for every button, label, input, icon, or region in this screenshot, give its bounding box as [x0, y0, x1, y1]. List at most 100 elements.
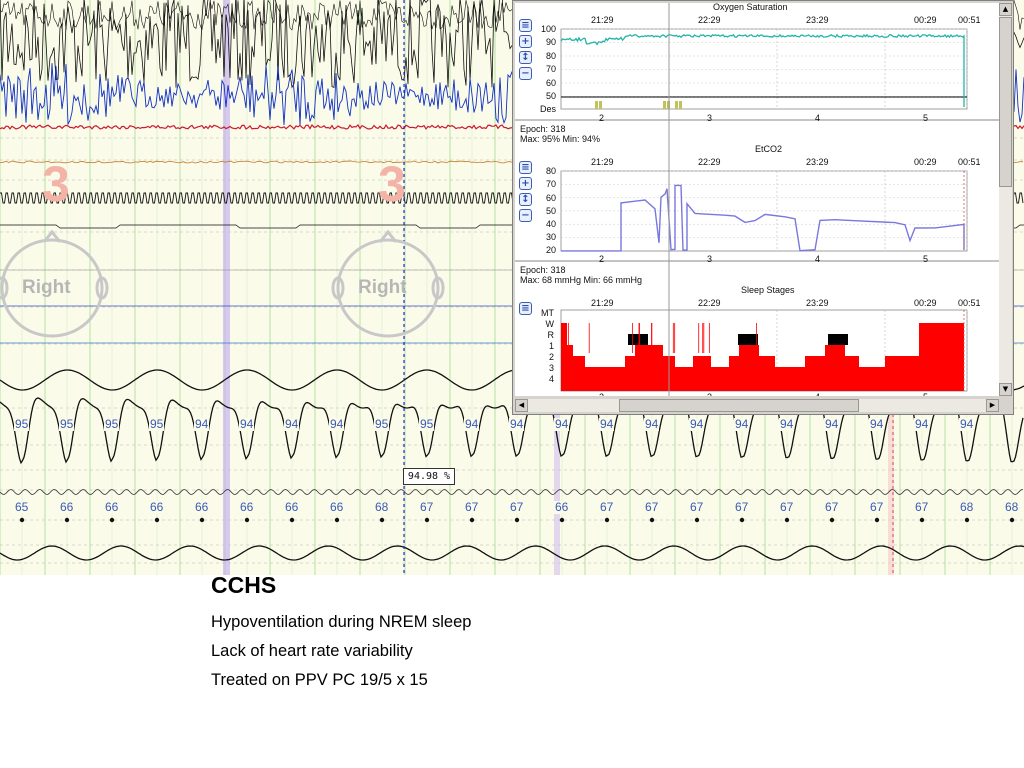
fit-icon[interactable]: ↕: [519, 51, 532, 64]
stage-bar: [739, 345, 759, 391]
spo2-tick: 50: [545, 91, 556, 101]
stage-bar: [759, 356, 775, 391]
scroll-down-icon[interactable]: ▼: [999, 383, 1012, 396]
hr-dot: [469, 517, 475, 523]
spo2-value-label: 94: [824, 417, 840, 431]
hr-dot: [289, 517, 295, 523]
fit-icon[interactable]: ↕: [519, 193, 532, 206]
head-position-label-left: Right: [22, 277, 71, 298]
scroll-right-icon[interactable]: ▶: [986, 399, 999, 412]
stages-tick: 1: [548, 341, 554, 351]
spo2-value-label: 95: [104, 417, 120, 431]
hr-dot: [379, 517, 385, 523]
hr-value-label: 67: [644, 500, 660, 514]
cursor-readout: 94.98 %: [403, 468, 455, 485]
hr-value-label: 67: [509, 500, 525, 514]
etco2-time-3: 23:29: [806, 157, 829, 167]
spo2-time-4: 00:29: [914, 15, 937, 25]
etco2-tick: 70: [545, 179, 556, 189]
stage-bar: [825, 345, 845, 391]
spo2-epoch-label: 3: [707, 113, 713, 123]
stage-bar: [859, 367, 885, 391]
hr-value-label: 66: [284, 500, 300, 514]
etco2-minmax-info: Max: 68 mmHg Min: 66 mmHg: [520, 275, 643, 285]
spo2-epoch-label: 2: [599, 113, 605, 123]
etco2-title: EtCO2: [755, 144, 783, 154]
spo2-epoch-label: 4: [815, 113, 821, 123]
zoom-out-icon[interactable]: −: [519, 67, 532, 80]
stages-time-2: 22:29: [698, 298, 721, 308]
hr-dot: [424, 517, 430, 523]
etco2-trend-line: [561, 184, 965, 252]
hr-value-label: 66: [59, 500, 75, 514]
hr-dot: [694, 517, 700, 523]
stages-time-1: 21:29: [591, 298, 614, 308]
trend-plot-area: Oxygen Saturation 21:29 22:29 23:29 00:2…: [515, 3, 999, 396]
spo2-tick: 90: [545, 37, 556, 47]
hr-dot: [64, 517, 70, 523]
hr-value-label: 66: [239, 500, 255, 514]
horizontal-scrollbar[interactable]: ◀ ▶: [515, 399, 999, 412]
spo2-value-label: 94: [329, 417, 345, 431]
stages-tick: 3: [548, 363, 554, 373]
vertical-scrollbar[interactable]: ▲ ▼: [999, 3, 1012, 396]
scroll-left-icon[interactable]: ◀: [515, 399, 528, 412]
hr-dot: [604, 517, 610, 523]
etco2-tick: 50: [545, 206, 556, 216]
hr-value-label: 68: [959, 500, 975, 514]
vertical-scroll-thumb[interactable]: [999, 17, 1012, 187]
bullet-hypoventilation: Hypoventilation during NREM sleep: [211, 613, 472, 631]
spo2-tick: 100: [540, 24, 556, 34]
hr-trace: [0, 489, 1024, 495]
stages-title: Sleep Stages: [741, 285, 795, 295]
spo2-title: Oxygen Saturation: [713, 3, 788, 12]
hr-dot: [334, 517, 340, 523]
head-position-icon: [378, 229, 398, 243]
spo2-value-label: 94: [734, 417, 750, 431]
menu-icon[interactable]: ≡: [519, 19, 532, 32]
spo2-value-label: 94: [869, 417, 885, 431]
stage-bar: [785, 367, 805, 391]
stages-tick: 2: [548, 352, 554, 362]
menu-icon[interactable]: ≡: [519, 161, 532, 174]
hr-value-label: 66: [149, 500, 165, 514]
stages-tick: MT: [541, 308, 554, 318]
horizontal-scroll-thumb[interactable]: [619, 399, 859, 412]
zoom-in-icon[interactable]: +: [519, 35, 532, 48]
hr-value-label: 67: [734, 500, 750, 514]
etco2-time-1: 21:29: [591, 157, 614, 167]
spo2-value-label: 94: [779, 417, 795, 431]
menu-icon[interactable]: ≡: [519, 302, 532, 315]
hr-value-label: 65: [14, 500, 30, 514]
hr-value-label: 67: [869, 500, 885, 514]
desat-marker: [675, 101, 678, 109]
resp-trace-2: [0, 545, 1024, 561]
spo2-minmax-info: Max: 95% Min: 94%: [520, 134, 601, 144]
epoch-marker-left: 3: [42, 156, 70, 212]
hr-value-label: 66: [329, 500, 345, 514]
hr-value-label: 66: [104, 500, 120, 514]
hr-value-label: 67: [779, 500, 795, 514]
spo2-time-1: 21:29: [591, 15, 614, 25]
etco2-tick: 40: [545, 219, 556, 229]
etco2-epoch-label: 3: [707, 254, 713, 264]
spo2-value-label: 94: [194, 417, 210, 431]
hr-dot: [919, 517, 925, 523]
hr-value-label: 67: [464, 500, 480, 514]
hr-value-label: 66: [554, 500, 570, 514]
trend-panel-frame: [560, 170, 968, 252]
trends-window[interactable]: Oxygen Saturation 21:29 22:29 23:29 00:2…: [512, 0, 1014, 415]
stage-bar: [693, 356, 711, 391]
bullet-treatment: Treated on PPV PC 19/5 x 15: [211, 671, 428, 689]
spo2-value-label: 95: [59, 417, 75, 431]
hr-dot: [874, 517, 880, 523]
spo2-tick: 80: [545, 51, 556, 61]
zoom-in-icon[interactable]: +: [519, 177, 532, 190]
hr-value-label: 67: [689, 500, 705, 514]
zoom-out-icon[interactable]: −: [519, 209, 532, 222]
trend-panel-frame: [560, 28, 968, 110]
stage-bar: [805, 356, 825, 391]
hr-dot: [199, 517, 205, 523]
scroll-up-icon[interactable]: ▲: [999, 3, 1012, 16]
hr-dot: [739, 517, 745, 523]
